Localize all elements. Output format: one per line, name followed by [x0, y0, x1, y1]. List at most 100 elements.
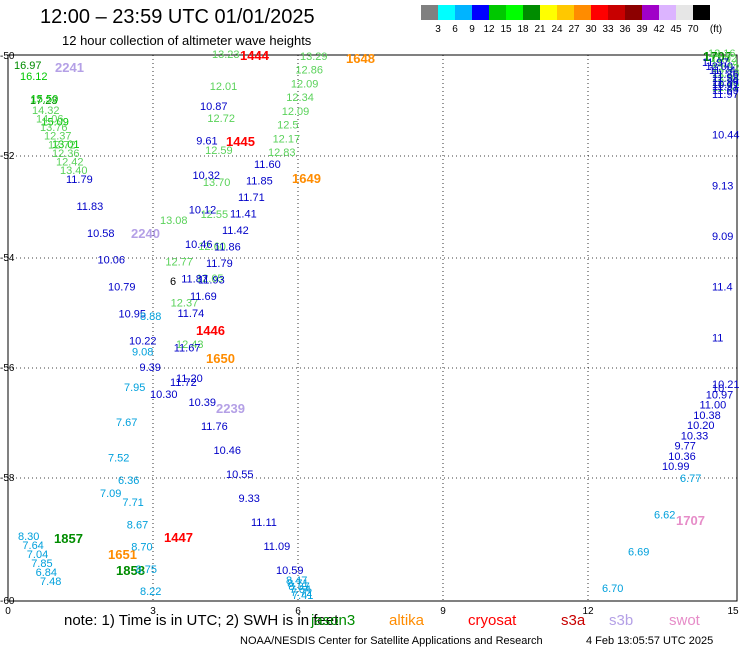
scale-label: 3	[435, 24, 441, 35]
scale-label: 39	[636, 24, 648, 35]
wave-height-value: 12.37	[171, 298, 199, 310]
wave-height-value: 10.38	[693, 410, 721, 422]
y-tick-label: -56	[0, 363, 15, 374]
wave-height-value: 11.79	[66, 174, 93, 186]
wave-height-value: 12.32	[712, 63, 740, 75]
wave-height-value: 13.01	[52, 139, 80, 151]
y-tick-label: -60	[0, 596, 15, 607]
wave-height-value: 13.40	[60, 165, 88, 177]
satellite-name-cryosat: cryosat	[468, 612, 517, 629]
wave-height-value: 7.71	[122, 497, 143, 509]
wave-height-value: 8.67	[127, 519, 148, 531]
wave-height-value: 8.70	[131, 542, 152, 554]
wave-height-value: 8.88	[140, 311, 161, 323]
scale-label: 36	[619, 24, 631, 35]
wave-height-value: 12.43	[176, 339, 204, 351]
scale-swatch	[625, 5, 642, 20]
scale-swatch	[676, 5, 693, 20]
track-id-label: 1649	[292, 171, 321, 186]
scale-label: 33	[602, 24, 614, 35]
wave-height-value: 10.36	[668, 451, 696, 463]
wave-height-value: 10.97	[706, 389, 734, 401]
wave-height-value: 10.44	[712, 130, 740, 142]
scale-label: 21	[534, 24, 546, 35]
satellite-name-swot: swot	[669, 612, 700, 629]
wave-height-value: 6.77	[680, 473, 701, 485]
wave-height-value: 6.62	[654, 510, 675, 522]
wave-height-value: 10.22	[129, 335, 157, 347]
x-tick-label: 6	[295, 606, 301, 617]
y-tick-label: -54	[0, 253, 15, 264]
wave-height-value: 12.5	[277, 120, 298, 132]
scale-swatch	[421, 5, 438, 20]
wave-height-value: 6.69	[628, 546, 649, 558]
scale-label: 9	[469, 24, 475, 35]
satellite-name-s3a: s3a	[561, 612, 586, 629]
wave-height-value: 14.32	[32, 105, 60, 117]
wave-height-value: 12.16	[708, 48, 736, 60]
wave-height-value: 11.74	[709, 65, 736, 77]
wave-height-value: 10.06	[98, 255, 126, 267]
wave-height-value: 11.71	[238, 192, 265, 204]
wave-height-value: 17.23	[30, 95, 58, 107]
wave-height-value: 7.41	[292, 590, 313, 602]
wave-height-value: 9.39	[140, 362, 161, 374]
wave-height-value: 12.42	[56, 156, 84, 168]
wave-height-value: 10.87	[200, 101, 228, 113]
wave-height-value: 12.55	[201, 209, 229, 221]
track-id-label: 1648	[346, 51, 375, 66]
wave-height-value: 12.37	[44, 131, 72, 143]
wave-height-value: 9.13	[712, 180, 733, 192]
wave-height-value: 6.84	[36, 567, 57, 579]
wave-height-value: 11.72	[170, 377, 197, 389]
wave-height-value: 12.14	[711, 58, 739, 70]
track-id-label: 1445	[226, 134, 255, 149]
wave-height-value: 13.76	[40, 122, 68, 134]
scale-label: 18	[517, 24, 529, 35]
page-subtitle: 12 hour collection of altimeter wave hei…	[62, 33, 312, 48]
wave-height-value: 11.11	[251, 517, 277, 529]
wave-height-value: 12.02	[709, 53, 737, 65]
wave-height-value: 12.77	[165, 256, 193, 268]
wave-height-value: 11.09	[264, 541, 291, 553]
track-id-label: 1707	[676, 513, 705, 528]
x-tick-label: 3	[150, 606, 156, 617]
wave-height-value: 9.77	[675, 441, 696, 453]
wave-height-value: 7.48	[40, 576, 61, 588]
wave-height-value: 12.72	[207, 113, 235, 125]
wave-height-values: 16.97 17.23 16.12 15.50 15.09 13.01 14.3214.06…	[14, 48, 740, 602]
wave-height-value: 12.16	[712, 67, 740, 79]
wave-height-value: 10.20	[687, 420, 715, 432]
wave-height-value: 11.83	[77, 201, 104, 213]
wave-height-value: 11.79	[206, 258, 233, 270]
wave-height-value: 11.58	[712, 73, 739, 85]
wave-height-value: 12.59	[205, 145, 233, 157]
credit-line: NOAA/NESDIS Center for Satellite Applica…	[240, 635, 543, 647]
y-tick-label: -52	[0, 151, 15, 162]
wave-height-value: 12.01	[210, 81, 238, 93]
wave-height-value: 8.37	[288, 581, 309, 593]
satellite-name-altika: altika	[389, 612, 425, 629]
wave-height-value: 6	[170, 276, 176, 288]
wave-height-value: 9.09	[712, 231, 733, 243]
wave-height-value: 7.09	[100, 488, 121, 500]
track-id-label: 2240	[131, 226, 160, 241]
scale-swatch	[608, 5, 625, 20]
wave-height-value: 12.60	[198, 241, 226, 253]
wave-height-value: 14.06	[36, 114, 64, 126]
wave-height-value: 13.29	[300, 51, 328, 63]
track-id-label: 2239	[216, 401, 245, 416]
scale-swatch	[693, 5, 710, 20]
y-tick-label: -58	[0, 473, 15, 484]
wave-height-value: 8.47	[286, 575, 307, 587]
track-id-label: 1858	[116, 563, 145, 578]
scale-label: 6	[452, 24, 458, 35]
wave-height-value: 11.67	[174, 343, 201, 355]
scale-swatch	[438, 5, 455, 20]
track-id-label: 1857	[54, 531, 83, 546]
scale-swatch	[557, 5, 574, 20]
wave-height-value: 10.30	[150, 389, 178, 401]
scale-swatch	[591, 5, 608, 20]
wave-height-value: 16.12	[20, 71, 48, 83]
note-text: note: 1) Time is in UTC; 2) SWH is in fe…	[64, 612, 339, 629]
